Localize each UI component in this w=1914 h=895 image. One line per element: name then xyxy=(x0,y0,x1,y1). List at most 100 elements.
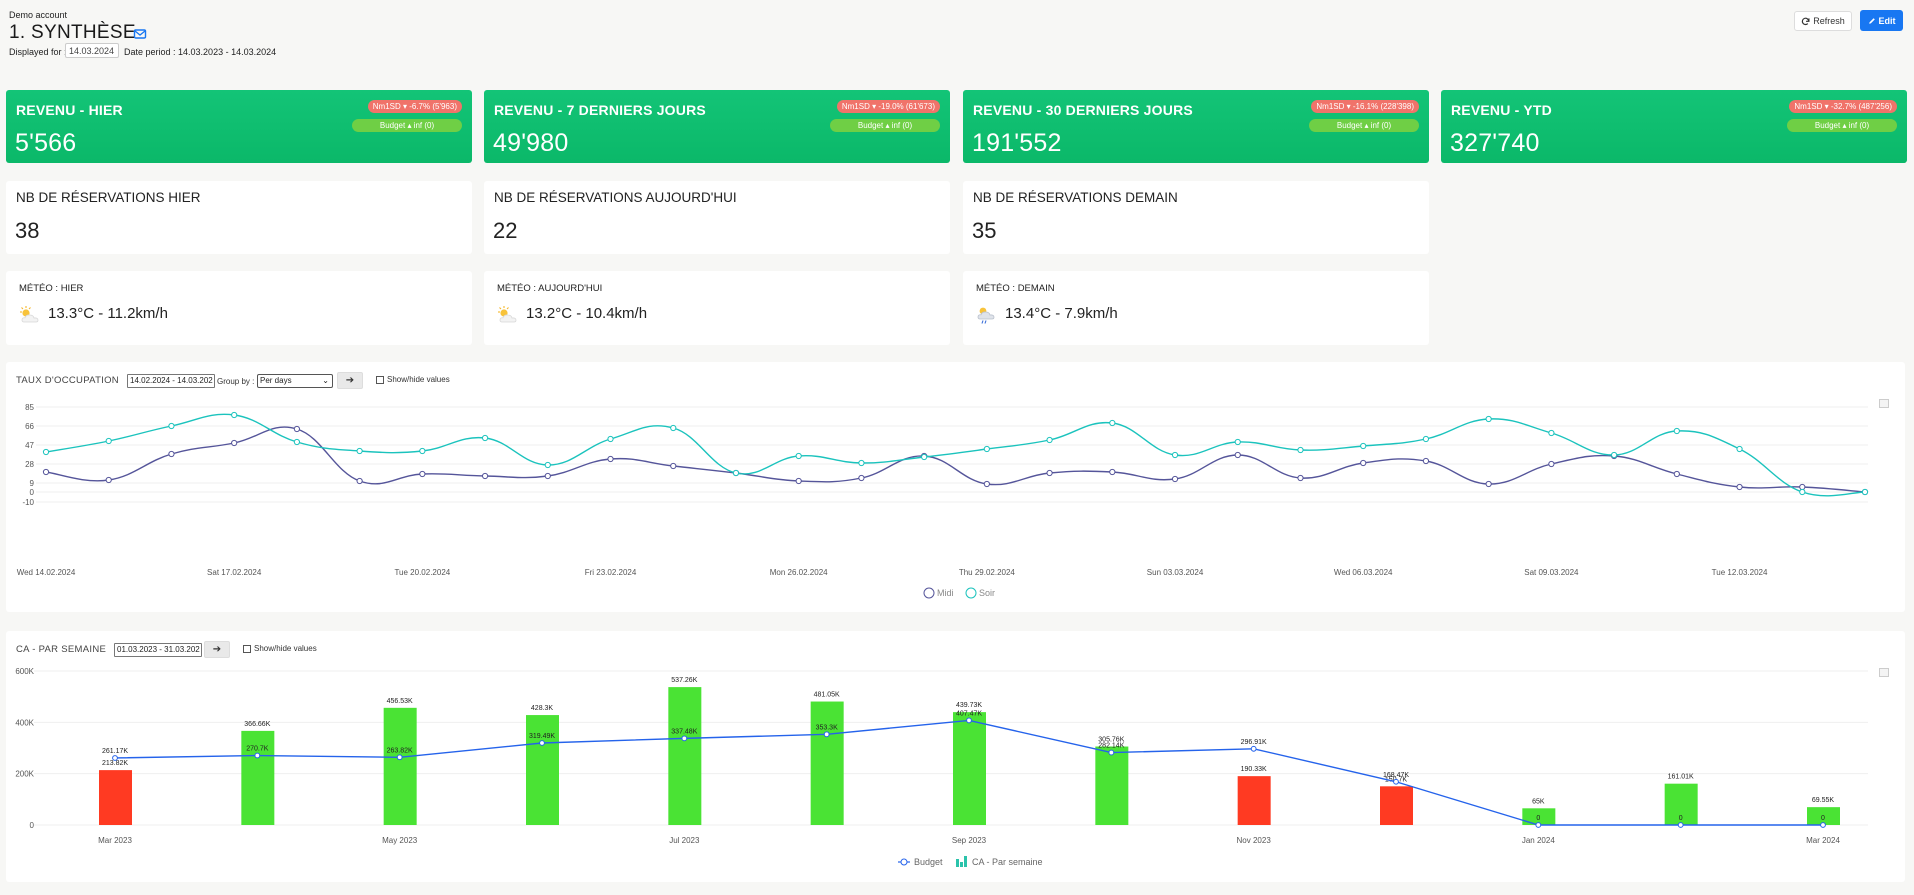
data-point xyxy=(1422,435,1430,443)
data-point xyxy=(795,452,802,460)
chart-menu-icon[interactable] xyxy=(1879,399,1889,408)
revenue-card-7-days: REVENU - 7 DERNIERS JOURS 49'980 Nm1SD ▾… xyxy=(484,90,950,163)
budget-point xyxy=(1535,822,1542,828)
data-point xyxy=(231,411,238,419)
x-tick-label: Sat 09.03.2024 xyxy=(1524,568,1579,577)
x-tick-label: Mar 2023 xyxy=(98,836,132,845)
ca-show-values-toggle[interactable]: Show/hide values xyxy=(243,644,317,653)
occupancy-date-range-input[interactable]: 14.02.2024 - 14.03.202 xyxy=(127,374,215,388)
data-point xyxy=(1234,451,1241,459)
legend-label: Budget xyxy=(914,857,943,867)
budget-value-label: 407.47K xyxy=(956,710,982,717)
revenue-card-value: 191'552 xyxy=(972,129,1062,157)
budget-point xyxy=(823,731,830,738)
occupancy-panel: TAUX D'OCCUPATION 14.02.2024 - 14.03.202… xyxy=(6,362,1905,612)
revenue-card-label: REVENU - YTD xyxy=(1451,102,1552,118)
reservations-card-value: 35 xyxy=(972,218,997,243)
weather-card-label: MÉTÉO : AUJOURD'HUI xyxy=(497,283,603,294)
data-point xyxy=(1548,429,1555,437)
budget-point xyxy=(396,754,403,761)
ca-title: CA - PAR SEMAINE xyxy=(16,644,107,655)
account-name: Demo account xyxy=(9,10,68,20)
budget-point xyxy=(681,735,688,742)
legend-marker xyxy=(964,856,967,867)
budget-value-label: 296.91K xyxy=(1241,739,1267,746)
bar-value-label: 65K xyxy=(1532,798,1545,805)
occupancy-show-values-toggle[interactable]: Show/hide values xyxy=(376,375,450,384)
legend-marker xyxy=(965,587,977,599)
budget-point xyxy=(1677,822,1684,828)
displayed-date-input[interactable]: 14.03.2024 xyxy=(65,43,119,58)
weather-card-demain: MÉTÉO : DEMAIN 13.4°C - 7.9km/h xyxy=(963,271,1429,345)
ca-apply-button[interactable]: ➔ xyxy=(204,641,230,658)
refresh-button[interactable]: Refresh xyxy=(1794,11,1852,31)
data-point xyxy=(419,447,426,455)
show-values-label: Show/hide values xyxy=(387,375,450,384)
data-point xyxy=(105,476,112,484)
show-values-label: Show/hide values xyxy=(254,644,317,653)
data-point xyxy=(481,472,489,480)
budget-value-label: 319.49K xyxy=(529,733,555,740)
legend-label: CA - Par semaine xyxy=(972,857,1043,867)
sun-cloud-icon xyxy=(20,306,39,323)
bar-value-label: 428.3K xyxy=(531,705,554,712)
budget-point xyxy=(1108,749,1115,756)
data-point xyxy=(1673,427,1680,435)
data-point xyxy=(732,469,740,477)
data-point xyxy=(1360,459,1367,467)
data-point xyxy=(168,422,175,430)
bar xyxy=(1380,786,1413,825)
legend-label: Midi xyxy=(937,588,954,598)
series-line-soir xyxy=(45,413,1866,497)
data-point xyxy=(607,455,614,463)
budget-point xyxy=(1820,822,1826,828)
x-tick-label: May 2023 xyxy=(382,836,418,845)
bar-value-label: 161.01K xyxy=(1668,774,1694,781)
ca-date-range-input[interactable]: 01.03.2023 - 31.03.202 xyxy=(114,643,202,657)
data-point xyxy=(1297,446,1304,454)
occupancy-title: TAUX D'OCCUPATION xyxy=(16,375,119,386)
x-tick-label: Tue 20.02.2024 xyxy=(394,568,450,577)
data-point xyxy=(105,437,112,445)
bar xyxy=(1664,783,1698,825)
budget-point xyxy=(1250,745,1257,752)
bar xyxy=(810,701,844,825)
revenue-card-ytd: REVENU - YTD 327'740 Nm1SD ▾ -32.7% (487… xyxy=(1441,90,1907,163)
data-point xyxy=(1297,474,1304,482)
checkbox[interactable] xyxy=(376,375,384,384)
checkbox[interactable] xyxy=(243,644,251,653)
data-point xyxy=(858,474,865,482)
bar-value-label: 213.82K xyxy=(102,760,128,767)
data-point xyxy=(544,461,551,469)
bar xyxy=(1237,776,1271,825)
legend-marker xyxy=(900,858,908,866)
chart-menu-icon[interactable] xyxy=(1879,668,1889,677)
data-point xyxy=(1171,475,1179,483)
budget-point xyxy=(254,752,261,759)
weather-card-label: MÉTÉO : HIER xyxy=(19,283,84,294)
data-point xyxy=(1736,483,1743,491)
nm1sd-badge: Nm1SD ▾ -6.7% (5'963) xyxy=(367,100,462,113)
data-point xyxy=(1861,488,1869,496)
revenue-card-value: 5'566 xyxy=(15,129,77,157)
y-tick-label: 600K xyxy=(15,667,34,676)
occupancy-apply-button[interactable]: ➔ xyxy=(337,372,363,389)
data-point xyxy=(544,472,551,480)
weather-card-value: 13.3°C - 11.2km/h xyxy=(48,305,168,322)
revenue-card-hier: REVENU - HIER 5'566 Nm1SD ▾ -6.7% (5'963… xyxy=(6,90,472,163)
data-point xyxy=(983,480,990,488)
mail-icon[interactable] xyxy=(133,27,147,41)
nm1sd-badge: Nm1SD ▾ -19.0% (61'673) xyxy=(836,100,940,113)
weather-card-value: 13.2°C - 10.4km/h xyxy=(526,305,648,322)
pencil-icon xyxy=(1868,17,1875,24)
bar xyxy=(1807,807,1840,825)
data-point xyxy=(1234,438,1241,446)
weather-card-label: MÉTÉO : DEMAIN xyxy=(976,283,1055,294)
data-point xyxy=(1736,445,1743,453)
edit-button[interactable]: Edit xyxy=(1860,10,1903,31)
y-tick-label: 0 xyxy=(30,821,35,830)
group-by-select[interactable]: Per days ⌄ xyxy=(257,374,333,388)
data-point xyxy=(670,424,677,432)
data-point xyxy=(1046,436,1053,444)
